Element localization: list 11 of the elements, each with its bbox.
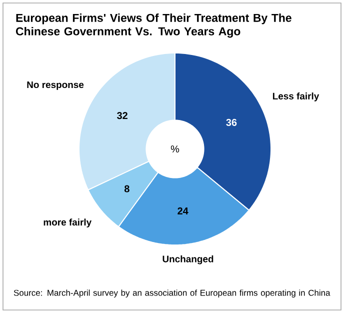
data-label: 32 [117,112,128,120]
slice-label: Less fairly [272,92,320,102]
data-label: 36 [226,118,237,126]
slice-label: No response [27,81,84,90]
data-label: 24 [178,207,188,214]
text: % [170,146,180,152]
slice-label: more fairly [44,218,92,228]
source-note: Source: March-April survey by an association of European firms operating in China [14,290,330,298]
chart-title: European Firms' Views Of Their Treatment By The Chinese Government Vs. Two Years Ago [16,14,292,38]
slice-label: Unchanged [162,255,214,264]
data-label: 8 [124,185,130,192]
